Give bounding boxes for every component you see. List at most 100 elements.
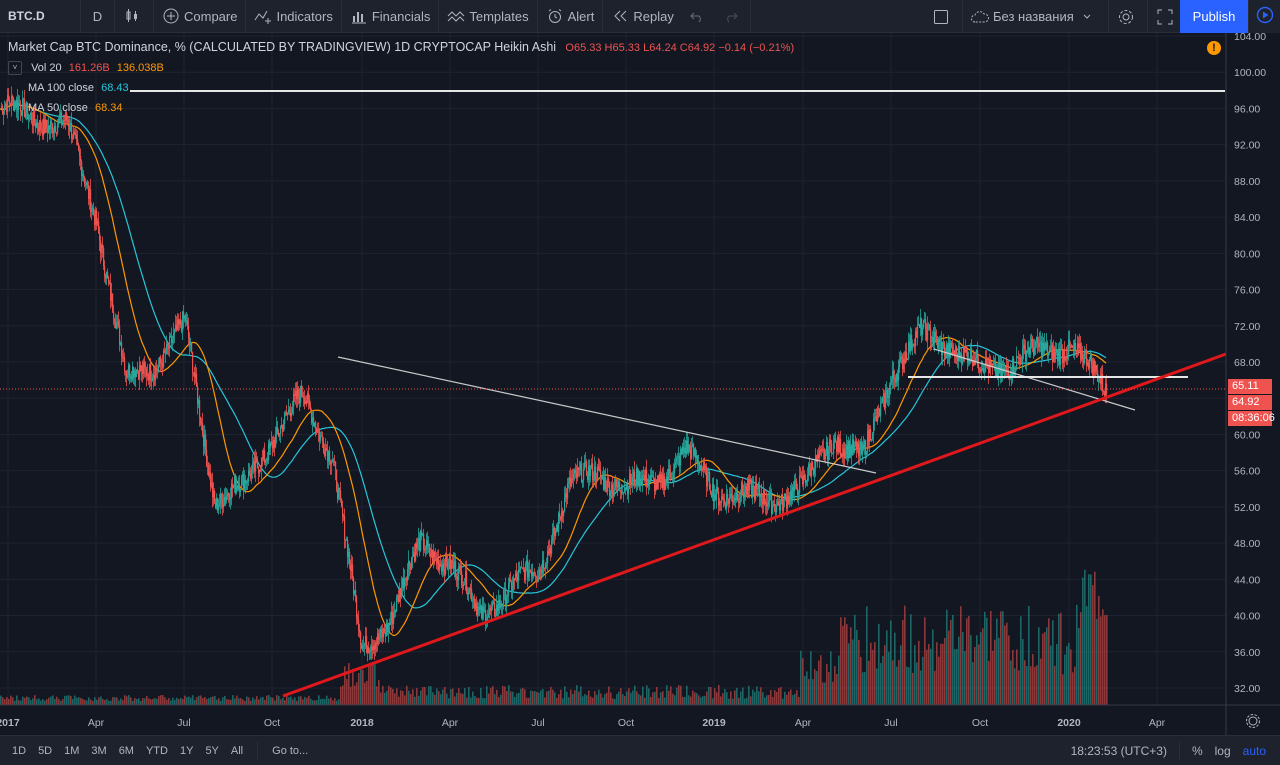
volume-bar bbox=[858, 639, 860, 705]
auto-toggle[interactable]: auto bbox=[1242, 744, 1266, 758]
candle-body bbox=[555, 530, 557, 536]
candle-body bbox=[877, 408, 879, 422]
volume-bar bbox=[752, 689, 754, 705]
indicators-button[interactable]: Indicators bbox=[246, 0, 340, 33]
candle-body bbox=[998, 362, 1000, 378]
replay-button[interactable]: Replay bbox=[603, 0, 681, 33]
play-button[interactable] bbox=[1248, 0, 1280, 33]
range-ytd[interactable]: YTD bbox=[145, 744, 168, 757]
volume-bar bbox=[800, 650, 802, 705]
range-6m[interactable]: 6M bbox=[118, 744, 134, 757]
range-5d[interactable]: 5D bbox=[38, 744, 53, 757]
volume-bar bbox=[130, 697, 132, 705]
volume-bar bbox=[82, 698, 84, 705]
ma50-legend[interactable]: MA 50 close 68.34 bbox=[28, 102, 123, 114]
candle-body bbox=[421, 530, 423, 535]
candle-body bbox=[259, 470, 261, 474]
candle-body bbox=[1039, 342, 1041, 348]
candle-body bbox=[1098, 380, 1100, 382]
candle-body bbox=[81, 161, 83, 177]
warning-icon[interactable]: ! bbox=[1207, 41, 1221, 55]
candle-body bbox=[731, 494, 733, 497]
candle-body bbox=[1096, 365, 1098, 371]
publish-button[interactable]: Publish bbox=[1180, 0, 1248, 33]
volume-bar bbox=[660, 692, 662, 705]
undo-button[interactable] bbox=[682, 0, 716, 33]
settings-button[interactable] bbox=[1109, 0, 1147, 33]
volume-bar bbox=[938, 656, 940, 705]
candle-body bbox=[298, 389, 300, 397]
candle-body bbox=[899, 360, 901, 367]
range-1m[interactable]: 1M bbox=[64, 744, 80, 757]
candle-body bbox=[201, 423, 203, 425]
financials-button[interactable]: Financials bbox=[342, 0, 439, 33]
candle-body bbox=[184, 315, 186, 319]
range-3m[interactable]: 3M bbox=[91, 744, 107, 757]
chart-type-button[interactable] bbox=[115, 0, 153, 33]
compare-button[interactable]: Compare bbox=[154, 0, 245, 33]
candle-body bbox=[997, 368, 999, 378]
candle-body bbox=[232, 483, 234, 489]
range-all[interactable]: All bbox=[230, 744, 244, 757]
divider bbox=[962, 0, 963, 33]
candle-body bbox=[20, 105, 22, 113]
descending-trendline-2[interactable] bbox=[933, 348, 1136, 411]
candle-body bbox=[903, 359, 905, 370]
candle-body bbox=[810, 468, 812, 477]
clock-timezone[interactable]: 18:23:53 (UTC+3) bbox=[1070, 744, 1167, 758]
volume-bar bbox=[576, 685, 578, 705]
symbol-search[interactable]: BTC.D bbox=[8, 9, 45, 23]
layout-name-button[interactable]: Без названия bbox=[963, 0, 1108, 33]
descending-trendline[interactable] bbox=[337, 356, 877, 474]
candle-body bbox=[715, 494, 717, 500]
candle-body bbox=[148, 374, 150, 381]
rising-support-trendline[interactable] bbox=[282, 352, 1227, 698]
fullscreen-select-button[interactable] bbox=[924, 0, 962, 33]
volume-legend[interactable]: ˅ Vol 20 161.26B 136.038B bbox=[8, 61, 164, 75]
interval-button[interactable]: D bbox=[92, 8, 103, 24]
collapse-icon[interactable]: ˅ bbox=[8, 61, 22, 75]
candle-body bbox=[432, 549, 434, 564]
candle-body bbox=[97, 221, 99, 225]
divider bbox=[536, 0, 538, 33]
volume-bar bbox=[1094, 571, 1096, 705]
volume-bar bbox=[818, 660, 820, 705]
percent-toggle[interactable]: % bbox=[1191, 744, 1203, 758]
templates-button[interactable]: Templates bbox=[439, 0, 536, 33]
candle-body bbox=[516, 573, 518, 577]
candle-body bbox=[906, 352, 908, 360]
goto-date-button[interactable]: Go to... bbox=[272, 744, 309, 757]
candle-body bbox=[503, 590, 505, 604]
price-chart[interactable]: 104.00100.0096.0092.0088.0084.0080.0076.… bbox=[0, 33, 1280, 735]
price-axis[interactable]: 104.00100.0096.0092.0088.0084.0080.0076.… bbox=[1234, 33, 1266, 695]
candle-body bbox=[171, 335, 173, 344]
candle-body bbox=[931, 341, 933, 343]
time-axis[interactable]: 2017AprJulOct2018AprJulOct2019AprJulOct2… bbox=[0, 717, 1166, 729]
candle-body bbox=[994, 361, 996, 364]
candle-body bbox=[970, 348, 972, 362]
candle-body bbox=[320, 435, 322, 441]
log-toggle[interactable]: log bbox=[1214, 744, 1231, 758]
volume-bar bbox=[928, 644, 930, 705]
candle-body bbox=[267, 458, 269, 461]
range-5y[interactable]: 5Y bbox=[205, 744, 219, 757]
series-title[interactable]: Market Cap BTC Dominance, % (CALCULATED … bbox=[8, 40, 557, 54]
candle-body bbox=[789, 500, 791, 504]
range-1y[interactable]: 1Y bbox=[179, 744, 194, 757]
candle-body bbox=[207, 465, 209, 467]
candle-body bbox=[185, 315, 187, 322]
volume-bar bbox=[726, 692, 728, 705]
candle-body bbox=[1093, 360, 1095, 375]
volume-bar bbox=[700, 697, 702, 705]
range-1d[interactable]: 1D bbox=[12, 744, 27, 757]
volume-bar bbox=[970, 635, 972, 705]
alert-button[interactable]: Alert bbox=[538, 0, 603, 33]
settings-axis-button[interactable] bbox=[1246, 714, 1260, 728]
candle-body bbox=[191, 342, 193, 353]
price-tick-label: 32.00 bbox=[1234, 683, 1260, 695]
candle-body bbox=[328, 450, 330, 462]
redo-button[interactable] bbox=[716, 0, 750, 33]
ma100-legend[interactable]: MA 100 close 68.43 bbox=[28, 82, 129, 94]
fullscreen-button[interactable] bbox=[1148, 0, 1186, 33]
candle-body bbox=[1008, 370, 1010, 379]
